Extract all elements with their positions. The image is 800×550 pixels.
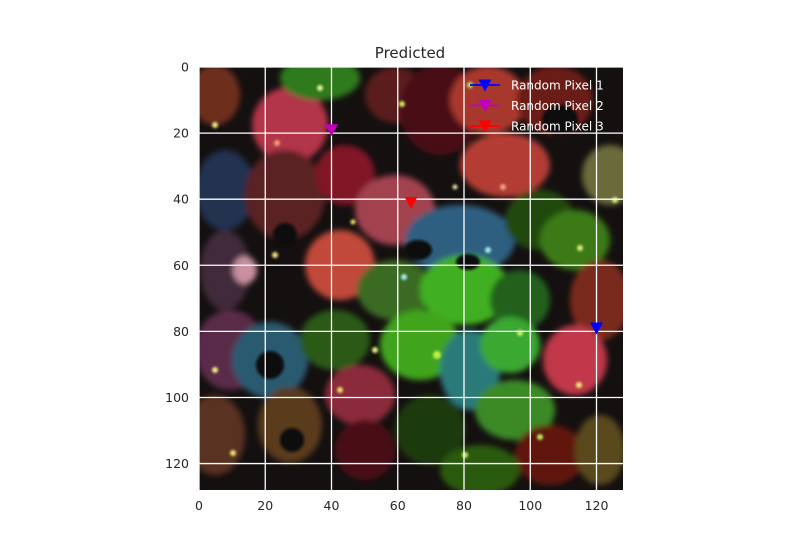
y-tick-label: 60 (173, 258, 189, 273)
legend-label: Random Pixel 2 (511, 99, 604, 113)
x-tick-label: 60 (390, 498, 406, 513)
y-tick-label: 40 (173, 192, 189, 207)
y-tick-label: 120 (165, 456, 189, 471)
marker-random-pixel-2 (325, 124, 338, 137)
legend-marker (478, 120, 492, 133)
grid-lines (198, 66, 623, 490)
y-tick-label: 0 (181, 60, 189, 75)
legend-marker (478, 79, 492, 92)
x-tick-label: 120 (585, 498, 609, 513)
x-tick-label: 0 (195, 498, 203, 513)
x-tick-label: 20 (257, 498, 273, 513)
marker-random-pixel-1 (590, 322, 603, 335)
chart-title: Predicted (375, 44, 445, 62)
legend: Random Pixel 1 Random Pixel 2 Random Pixel… (470, 79, 604, 134)
y-tick-label: 80 (173, 324, 189, 339)
x-tick-label: 40 (324, 498, 340, 513)
marker-random-pixel-3 (404, 196, 418, 209)
legend-marker (478, 99, 492, 112)
x-tick-label: 80 (456, 498, 472, 513)
legend-label: Random Pixel 3 (511, 120, 604, 134)
x-tick-label: 100 (518, 498, 542, 513)
legend-label: Random Pixel 1 (511, 79, 604, 93)
y-tick-label: 100 (165, 390, 189, 405)
y-tick-label: 20 (173, 126, 189, 141)
data-markers (325, 124, 603, 335)
axes: 0 20 40 60 80 100 120 0 20 40 60 80 100 120 (165, 60, 608, 514)
